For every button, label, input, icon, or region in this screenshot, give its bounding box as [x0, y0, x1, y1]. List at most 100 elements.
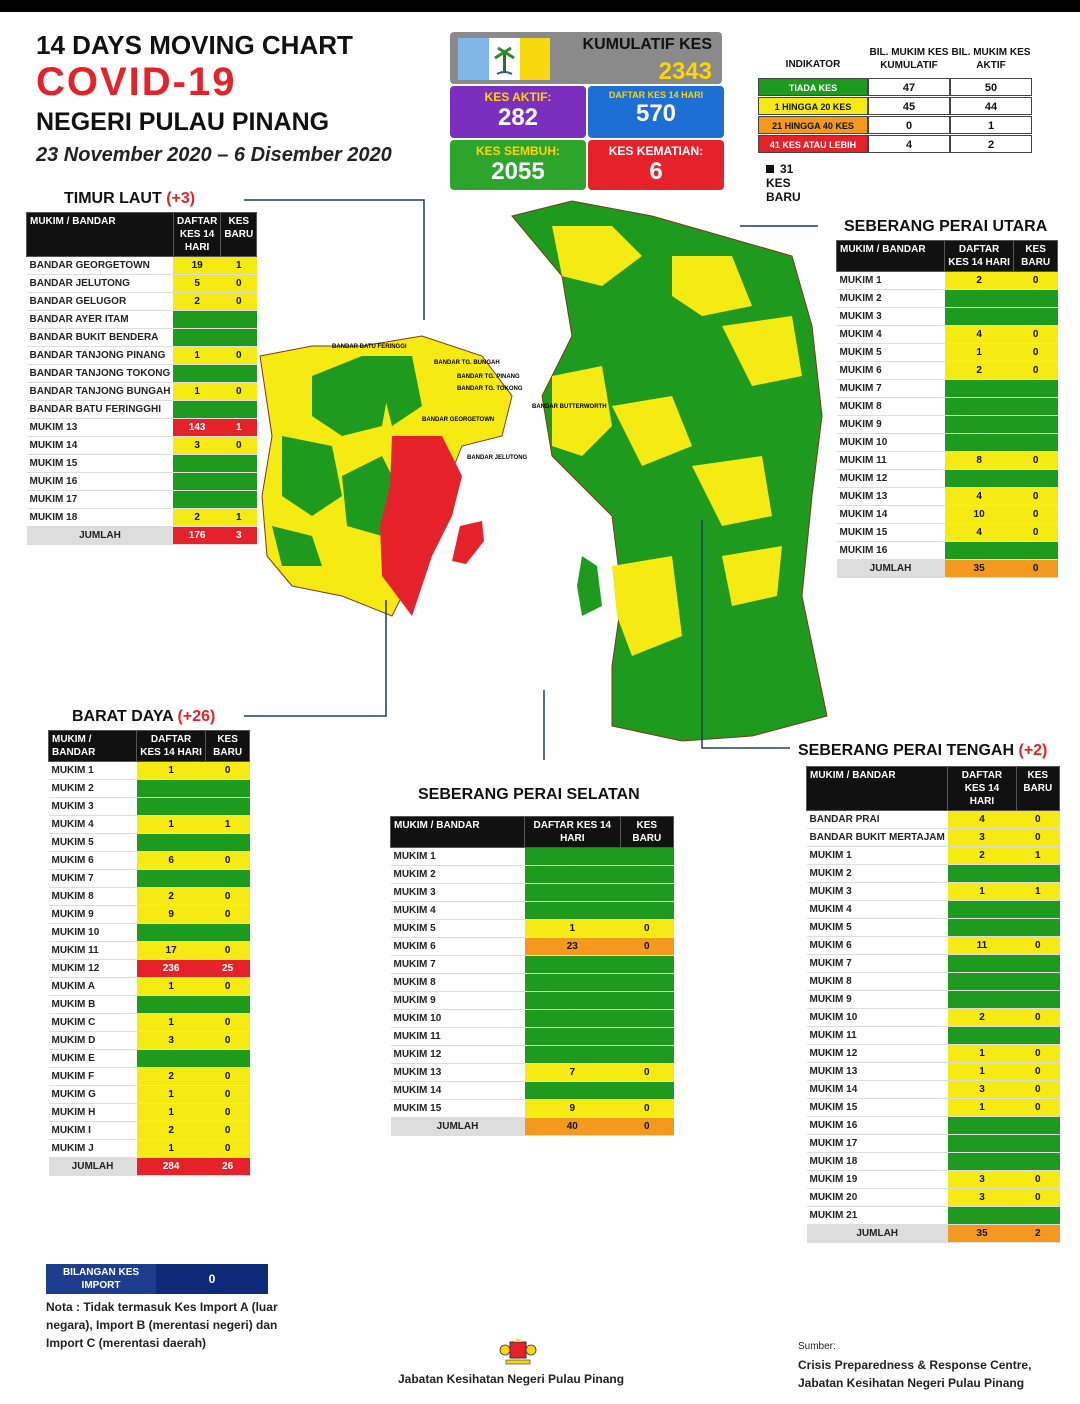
row-baru: 0 — [620, 919, 674, 938]
row-name: MUKIM 3 — [48, 797, 137, 816]
table-row: MUKIM 11 8 0 — [836, 451, 1058, 470]
table-row: MUKIM 18 2 1 — [26, 508, 257, 527]
row-daftar: 3 — [947, 828, 1017, 847]
timur-laut-name: TIMUR LAUT — [64, 190, 162, 207]
row-baru: 0 — [1016, 900, 1060, 919]
barat-daya-title: BARAT DAYA (+26) — [72, 708, 215, 726]
source-line-2: Jabatan Kesihatan Negeri Pulau Pinang — [798, 1376, 1025, 1390]
kumulatif-label: KUMULATIF KES — [582, 36, 712, 53]
kes-sembuh-label: KES SEMBUH: — [475, 144, 560, 158]
row-name: MUKIM 4 — [48, 815, 137, 834]
row-baru: 0 — [205, 1121, 250, 1140]
row-name: MUKIM 7 — [48, 869, 137, 888]
table-row: MUKIM 15 1 0 — [806, 1098, 1060, 1117]
row-baru: 26 — [205, 1157, 250, 1176]
row-name: MUKIM 2 — [836, 289, 945, 308]
table-row: MUKIM 21 0 0 — [806, 1206, 1060, 1225]
row-daftar: 0 — [947, 954, 1017, 973]
map-label-georgetown: BANDAR GEORGETOWN — [422, 417, 494, 423]
row-baru: 0 — [205, 941, 250, 960]
row-baru: 0 — [1016, 864, 1060, 883]
row-baru: 0 — [1013, 379, 1058, 398]
kes-aktif-value: 282 — [497, 104, 539, 131]
row-baru: 0 — [1016, 936, 1060, 955]
kumulatif-value: 2343 — [658, 58, 712, 85]
col-baru-header: KES BARU — [205, 730, 250, 762]
row-name: MUKIM J — [48, 1139, 137, 1158]
row-daftar: 1 — [947, 882, 1017, 901]
row-daftar: 9 — [136, 905, 206, 924]
row-daftar: 4 — [944, 325, 1014, 344]
row-daftar: 1 — [944, 343, 1014, 362]
row-baru: 0 — [1016, 1080, 1060, 1099]
col-mukim-header: MUKIM / BANDAR — [836, 240, 945, 272]
indicator-aktif: 50 — [950, 78, 1032, 96]
mainland-yellow-region-7 — [612, 556, 682, 656]
row-name: MUKIM 20 — [806, 1188, 948, 1207]
row-name: MUKIM 7 — [806, 954, 948, 973]
table-row: MUKIM 6 11 0 — [806, 936, 1060, 955]
table-row: BANDAR BATU FERINGGHI 0 0 — [26, 400, 257, 419]
row-baru: 0 — [1013, 289, 1058, 308]
table-total-row: JUMLAH 35 0 — [836, 559, 1058, 578]
row-daftar: 1 — [947, 1044, 1017, 1063]
table-header-row: MUKIM / BANDAR DAFTAR KES 14 HARI KES BARU — [26, 212, 258, 257]
row-daftar: 4 — [944, 523, 1014, 542]
row-daftar: 0 — [173, 400, 221, 419]
row-daftar: 0 — [944, 433, 1014, 452]
row-name: MUKIM 15 — [836, 523, 945, 542]
row-baru: 0 — [620, 1117, 674, 1136]
spu-title: SEBERANG PERAI UTARA — [844, 218, 1048, 235]
row-daftar: 0 — [944, 541, 1014, 560]
map-label-butterworth: BANDAR BUTTERWORTH — [532, 404, 607, 410]
row-daftar: 0 — [136, 779, 206, 798]
table-row: BANDAR TANJONG PINANG 1 0 — [26, 346, 257, 365]
col-daftar-header: DAFTAR KES 14 HARI — [135, 730, 207, 762]
timur-laut-plus: (+3) — [166, 190, 196, 207]
map-label-tg-tokong: BANDAR TG. TOKONG — [457, 386, 523, 392]
table-row: MUKIM 13 4 0 — [836, 487, 1058, 506]
row-baru: 0 — [1013, 415, 1058, 434]
row-daftar: 0 — [524, 1027, 621, 1046]
row-baru: 0 — [620, 1081, 674, 1100]
table-row: MUKIM 10 2 0 — [806, 1008, 1060, 1027]
mainland-yellow-region-8 — [722, 546, 782, 606]
row-name: BANDAR BUKIT MERTAJAM — [806, 828, 948, 847]
kumulatif-header: BIL. MUKIM KES KUMULATIF — [869, 47, 949, 71]
row-baru: 0 — [620, 1027, 674, 1046]
row-name: MUKIM 2 — [48, 779, 137, 798]
table-row: MUKIM 12 1 0 — [806, 1044, 1060, 1063]
row-daftar: 35 — [944, 559, 1014, 578]
col-baru-header: KES BARU — [220, 212, 258, 257]
source-line-1: Crisis Preparedness & Response Centre, — [798, 1358, 1032, 1372]
row-name: MUKIM G — [48, 1085, 137, 1104]
row-name: MUKIM 7 — [390, 955, 525, 974]
row-baru: 0 — [620, 991, 674, 1010]
row-name: MUKIM 3 — [836, 307, 945, 326]
row-daftar: 4 — [944, 487, 1014, 506]
indicator-label: 41 KES ATAU LEBIH — [758, 135, 868, 153]
row-daftar: 0 — [947, 1152, 1017, 1171]
row-baru: 0 — [620, 1099, 674, 1118]
row-daftar: 1 — [136, 977, 206, 996]
row-name: MUKIM 2 — [806, 864, 948, 883]
table-row: MUKIM 13 1 0 — [806, 1062, 1060, 1081]
table-row: MUKIM 15 9 0 — [390, 1099, 674, 1118]
row-baru: 0 — [1016, 1098, 1060, 1117]
row-baru: 0 — [205, 887, 250, 906]
row-baru: 0 — [1013, 487, 1058, 506]
table-row: BANDAR GELUGOR 2 0 — [26, 292, 257, 311]
footer-agency: Jabatan Kesihatan Negeri Pulau Pinang — [398, 1372, 625, 1386]
indicator-row: 41 KES ATAU LEBIH 4 2 — [758, 135, 1032, 153]
island-red-region — [380, 436, 462, 616]
row-name: BANDAR TANJONG BUNGAH — [26, 382, 174, 401]
row-name: MUKIM 10 — [806, 1008, 948, 1027]
mainland-yellow-region-5 — [612, 396, 692, 466]
table-row: MUKIM 13 7 0 — [390, 1063, 674, 1082]
